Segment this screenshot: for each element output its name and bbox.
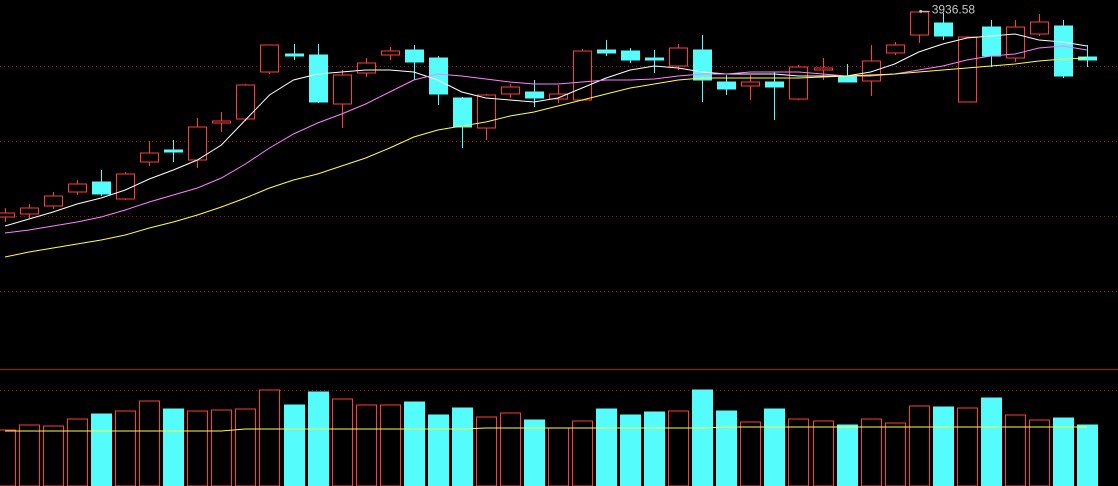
candle-body: [44, 195, 63, 207]
volume-bar: [764, 408, 785, 486]
volume-bar: [644, 411, 665, 486]
moving-average-line: [4, 45, 1088, 234]
candle-body: [958, 36, 977, 103]
candle-body: [621, 50, 640, 61]
volume-bar: [91, 413, 112, 486]
moving-average-line: [4, 57, 1088, 258]
volume-bar: [620, 414, 641, 486]
candle-body: [934, 22, 953, 37]
volume-bar: [740, 421, 761, 486]
volume-bar: [1029, 419, 1050, 486]
candle-body: [1054, 25, 1073, 77]
candle-body: [381, 50, 400, 56]
candle-body: [260, 44, 279, 73]
volume-bar: [356, 404, 377, 486]
candle-body: [236, 84, 255, 120]
candle-body: [501, 86, 520, 95]
candle-body: [789, 66, 808, 100]
volume-bar: [837, 424, 858, 486]
volume-bar: [1053, 417, 1074, 486]
candle-body: [814, 67, 833, 71]
candle-body: [910, 11, 929, 36]
candle-body: [549, 93, 568, 100]
candle-body: [140, 152, 159, 163]
candle-body: [741, 81, 760, 87]
volume-bar: [43, 425, 64, 486]
candle-body: [68, 183, 87, 193]
volume-bar: [187, 410, 208, 486]
candle-body: [357, 62, 376, 74]
volume-bar: [572, 420, 593, 486]
volume-bar: [524, 419, 545, 486]
volume-bar: [0, 429, 16, 486]
candle-body: [116, 173, 135, 200]
volume-bar: [67, 418, 88, 486]
candle-body: [862, 60, 881, 82]
moving-average-line: [4, 33, 1088, 227]
volume-bar: [1005, 414, 1026, 486]
max-label: 3936.58: [932, 3, 976, 17]
candle-body: [693, 49, 712, 81]
volume-bar: [909, 405, 930, 486]
volume-bar: [452, 407, 473, 486]
candle-body: [1030, 21, 1049, 35]
candle-body: [525, 91, 544, 99]
candle-body: [405, 49, 424, 63]
volume-bar: [500, 412, 521, 486]
volume-bar: [933, 406, 954, 486]
volume-bar: [332, 398, 353, 486]
volume-bar: [235, 408, 256, 486]
candle-body: [285, 53, 304, 57]
candle-body: [669, 47, 688, 67]
volume-bar: [668, 410, 689, 486]
candle-body: [0, 212, 15, 218]
candle-body: [982, 26, 1001, 57]
candle-body: [886, 44, 905, 54]
volume-bar: [788, 418, 809, 486]
volume-bar: [259, 389, 280, 486]
moving-average-line: [5, 426, 1087, 432]
volume-bar: [813, 420, 834, 486]
volume-bar: [428, 414, 449, 486]
candle-body: [717, 81, 736, 90]
volume-bar: [716, 410, 737, 486]
candle-body: [92, 181, 111, 195]
candle-body: [333, 74, 352, 105]
volume-bar: [861, 418, 882, 486]
candle-body: [645, 57, 664, 61]
volume-bar: [692, 389, 713, 486]
volume-bar: [596, 408, 617, 486]
candle-body: [212, 120, 231, 124]
volume-bar: [19, 424, 40, 486]
volume-bar: [957, 407, 978, 486]
volume-bar: [115, 410, 136, 486]
candle-body: [188, 126, 207, 161]
candle-body: [309, 54, 328, 103]
volume-bar: [163, 408, 184, 486]
volume-bar: [308, 391, 329, 486]
max-dot: [919, 9, 923, 13]
volume-bar: [476, 416, 497, 486]
candle-body: [20, 207, 39, 215]
volume-bar: [1077, 424, 1098, 486]
candle-body: [429, 57, 448, 95]
volume-bar: [211, 409, 232, 486]
candle-body: [453, 97, 472, 128]
volume-bar: [885, 422, 906, 486]
candle-body: [573, 50, 592, 101]
volume-bar: [139, 400, 160, 486]
candle-body: [477, 94, 496, 129]
candle-body: [164, 149, 183, 153]
volume-bar: [981, 397, 1002, 486]
volume-bar: [284, 404, 305, 486]
candle-body: [765, 81, 784, 88]
volume-bar: [380, 404, 401, 486]
volume-bar: [548, 427, 569, 486]
candle-body: [597, 49, 616, 54]
candle-body: [838, 75, 857, 83]
volume-bar: [404, 401, 425, 486]
